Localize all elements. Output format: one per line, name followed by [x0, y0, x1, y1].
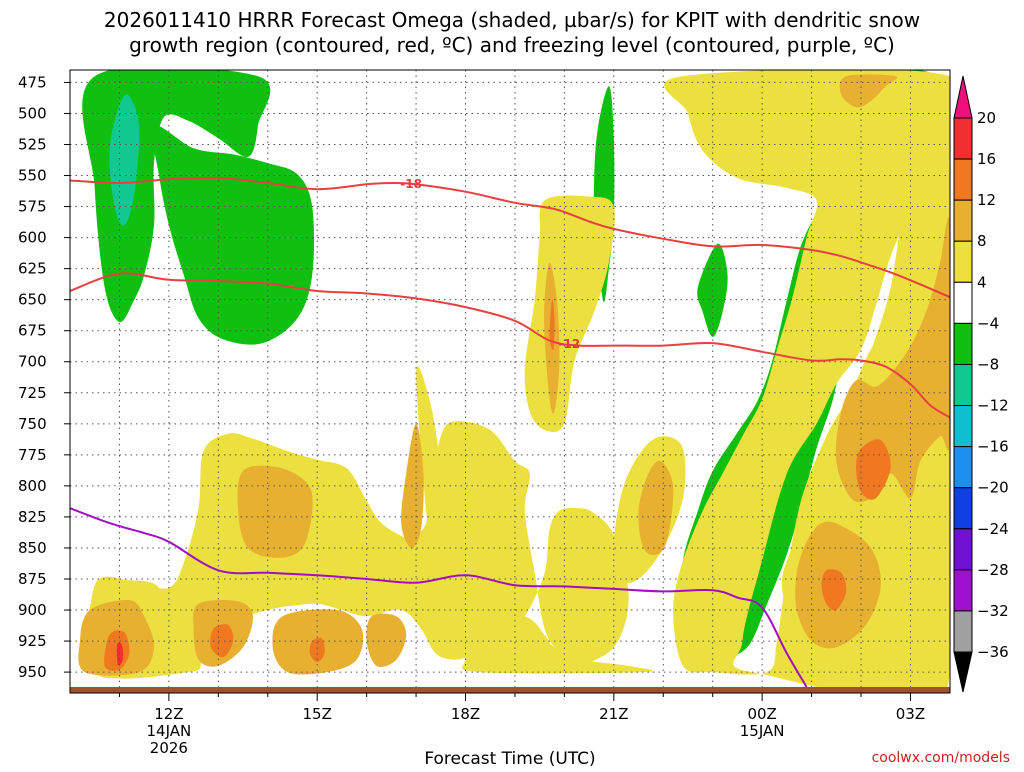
- x-tick-label-21Z: 21Z: [599, 705, 628, 723]
- colorbar-box-10: [953, 528, 973, 571]
- omega-region-45: [116, 642, 124, 666]
- credit-text: coolwx.com/models: [872, 750, 1010, 766]
- y-tick-label-875: 875: [18, 570, 47, 588]
- contour-line--12: [70, 272, 950, 419]
- contour-line--18: [70, 176, 950, 299]
- contour-line-freezing-level: [70, 507, 808, 687]
- y-tick-label-725: 725: [18, 384, 47, 402]
- x-axis-label: Forecast Time (UTC): [424, 749, 595, 768]
- colorbar-label-8: −16: [977, 438, 1009, 456]
- y-tick-label-950: 950: [18, 663, 47, 681]
- chart-title-line-2: growth region (contoured, red, ºC) and f…: [129, 33, 895, 57]
- colorbar-box-5: [953, 322, 973, 365]
- colorbar-box-9: [953, 487, 973, 530]
- omega-region-43: [309, 637, 325, 663]
- colorbar-label-3: 8: [977, 232, 987, 250]
- x-tick-label-15Z: 15Z: [303, 705, 332, 723]
- omega-region-33: [638, 460, 674, 556]
- colorbar-label-11: −28: [977, 561, 1009, 579]
- colorbar-label-2: 12: [977, 191, 996, 209]
- y-axis: 475 500 525 550 575 600 625 650 675 700 725 750 775 8…: [18, 73, 70, 681]
- colorbar-label-10: −24: [977, 520, 1009, 538]
- y-tick-label-600: 600: [18, 229, 47, 247]
- colorbar-label-6: −8: [977, 355, 999, 373]
- y-tick-label-675: 675: [18, 322, 47, 340]
- ground-strip: [70, 687, 950, 693]
- x-tick-date-12Z: 14JAN: [147, 722, 192, 740]
- colorbar: 20 16 12 8 4 −4 −8 −12 −16 −20 −24 −28 −32 −36: [953, 75, 1009, 693]
- omega-fill-layer: [78, 70, 950, 687]
- omega-region-39: [856, 439, 891, 500]
- omega-region-28: [839, 74, 898, 108]
- colorbar-box-6: [953, 363, 973, 407]
- y-tick-label-625: 625: [18, 260, 47, 278]
- y-tick-label-750: 750: [18, 415, 47, 433]
- colorbar-arrow-bottom: [953, 651, 973, 693]
- colorbar-label-12: −32: [977, 602, 1009, 620]
- omega-region-8: [109, 94, 140, 226]
- y-tick-label-575: 575: [18, 198, 47, 216]
- x-tick-label-18Z: 18Z: [451, 705, 480, 723]
- colorbar-box-7: [953, 405, 973, 448]
- y-tick-label-475: 475: [18, 73, 47, 91]
- y-tick-label-800: 800: [18, 477, 47, 495]
- colorbar-box-4: [953, 281, 973, 324]
- colorbar-box-8: [953, 446, 973, 489]
- colorbar-label-4: 4: [977, 273, 987, 291]
- colorbar-box-11: [953, 569, 973, 612]
- omega-region-44: [549, 299, 555, 351]
- chart-title-line-1: 2026011410 HRRR Forecast Omega (shaded, …: [104, 8, 920, 32]
- x-tick-label-12Z: 12Z: [154, 705, 183, 723]
- colorbar-box-3: [953, 240, 973, 283]
- colorbar-box-0: [953, 117, 973, 160]
- colorbar-box-12: [953, 610, 973, 653]
- contour-label--12: -12: [558, 337, 580, 351]
- colorbar-arrow-top: [953, 75, 973, 119]
- omega-region-42: [210, 624, 234, 658]
- colorbar-label-5: −4: [977, 314, 999, 332]
- omega-region-29: [835, 216, 950, 503]
- omega-region-40: [821, 569, 847, 611]
- omega-region-26: [462, 607, 654, 674]
- colorbar-label-9: −20: [977, 479, 1009, 497]
- x-tick-label-00Z: 00Z: [747, 705, 776, 723]
- y-tick-label-650: 650: [18, 291, 47, 309]
- colorbar-label-7: −12: [977, 397, 1009, 415]
- y-tick-label-850: 850: [18, 539, 47, 557]
- x-tick-date-00Z: 15JAN: [740, 722, 785, 740]
- y-tick-label-550: 550: [18, 167, 47, 185]
- colorbar-box-1: [953, 158, 973, 201]
- contour-label--18: -18: [400, 177, 422, 191]
- grid-layer: [70, 70, 950, 687]
- y-tick-label-525: 525: [18, 135, 47, 153]
- y-tick-label-925: 925: [18, 632, 47, 650]
- colorbar-box-2: [953, 199, 973, 242]
- omega-region-38: [366, 613, 407, 667]
- y-tick-label-700: 700: [18, 353, 47, 371]
- y-tick-label-900: 900: [18, 601, 47, 619]
- colorbar-label-1: 16: [977, 150, 996, 168]
- omega-region-34: [237, 465, 313, 558]
- x-tick-label-03Z: 03Z: [896, 705, 925, 723]
- colorbar-label-13: −36: [977, 643, 1009, 661]
- plot-frame: [69, 69, 951, 694]
- omega-region-1: [152, 125, 315, 345]
- x-tick-year-12Z: 2026: [150, 739, 188, 757]
- y-tick-label-775: 775: [18, 446, 47, 464]
- contour-layer: -18 -12: [70, 176, 950, 687]
- colorbar-label-0: 20: [977, 109, 996, 127]
- y-tick-label-825: 825: [18, 508, 47, 526]
- y-tick-label-500: 500: [18, 104, 47, 122]
